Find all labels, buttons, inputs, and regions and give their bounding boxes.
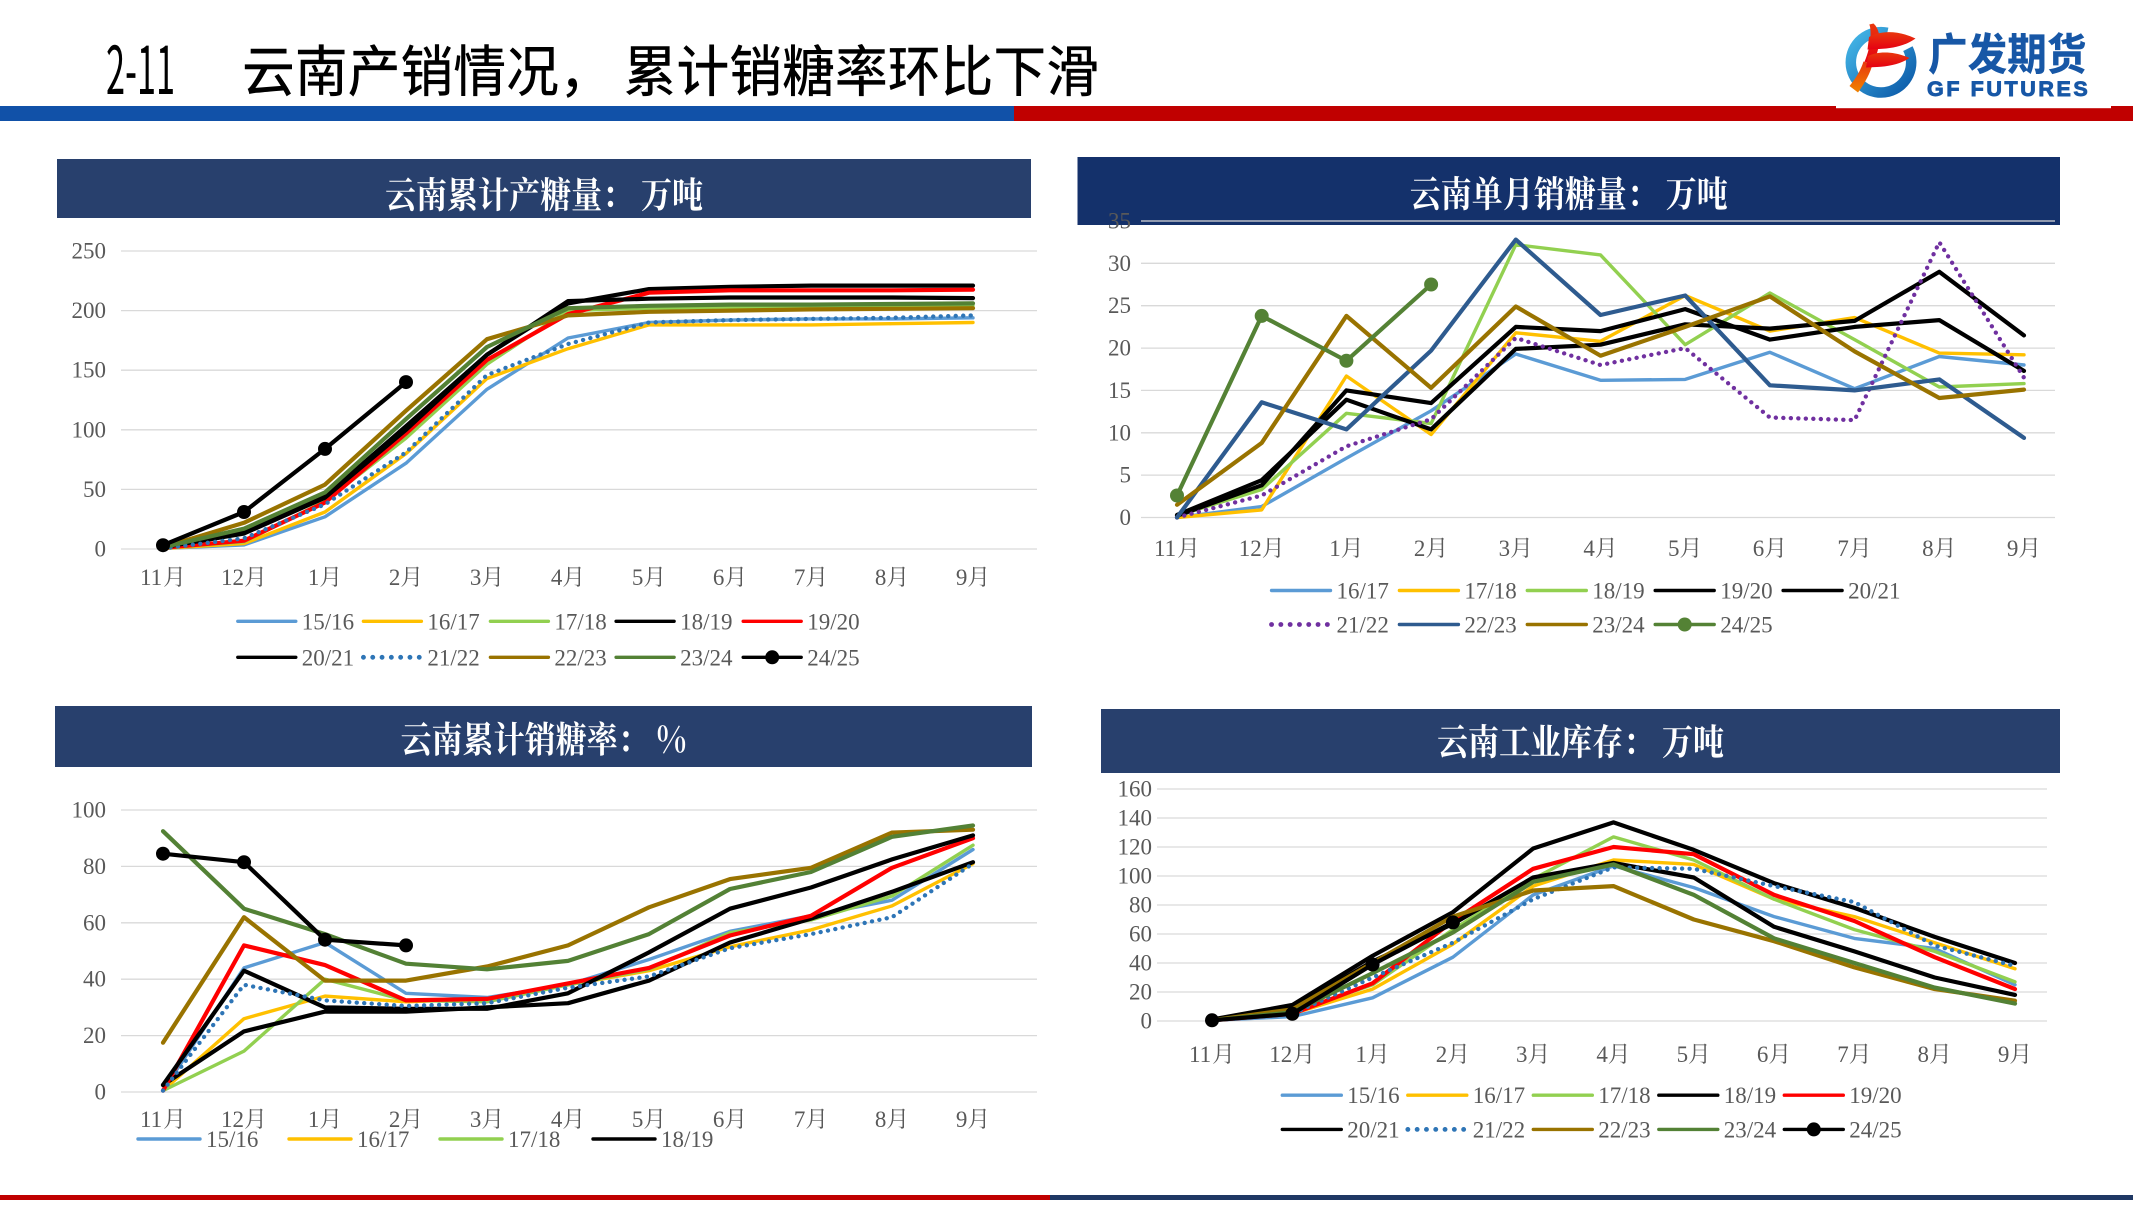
svg-text:24/25: 24/25 — [807, 645, 859, 670]
svg-text:35: 35 — [1108, 209, 1131, 234]
svg-text:16/17: 16/17 — [1473, 1083, 1525, 1108]
svg-text:15/16: 15/16 — [206, 1127, 258, 1152]
svg-text:15/16: 15/16 — [302, 609, 354, 634]
svg-text:40: 40 — [1129, 951, 1152, 976]
svg-text:16/17: 16/17 — [1337, 579, 1389, 604]
svg-text:25: 25 — [1108, 293, 1131, 318]
svg-text:100: 100 — [72, 417, 107, 442]
svg-text:30: 30 — [1108, 251, 1131, 276]
svg-text:21/22: 21/22 — [427, 645, 479, 670]
svg-text:100: 100 — [72, 798, 107, 823]
svg-text:60: 60 — [1129, 922, 1152, 947]
svg-text:100: 100 — [1118, 864, 1153, 889]
svg-text:120: 120 — [1118, 835, 1153, 860]
svg-text:20/21: 20/21 — [1347, 1117, 1399, 1142]
svg-text:50: 50 — [83, 477, 106, 502]
svg-text:18/19: 18/19 — [680, 609, 732, 634]
svg-text:18/19: 18/19 — [661, 1127, 713, 1152]
svg-text:21/22: 21/22 — [1337, 613, 1389, 638]
svg-text:17/18: 17/18 — [1464, 579, 1516, 604]
svg-text:GF FUTURES: GF FUTURES — [1927, 77, 2090, 101]
svg-text:20/21: 20/21 — [1848, 579, 1900, 604]
svg-text:0: 0 — [1141, 1009, 1153, 1034]
svg-text:17/18: 17/18 — [554, 609, 606, 634]
svg-text:20/21: 20/21 — [302, 645, 354, 670]
svg-text:15/16: 15/16 — [1347, 1083, 1399, 1108]
svg-text:19/20: 19/20 — [1720, 579, 1772, 604]
svg-text:19/20: 19/20 — [807, 609, 859, 634]
svg-text:22/23: 22/23 — [554, 645, 606, 670]
svg-text:22/23: 22/23 — [1598, 1117, 1650, 1142]
svg-text:0: 0 — [1120, 505, 1132, 530]
svg-text:80: 80 — [83, 854, 106, 879]
svg-text:250: 250 — [72, 239, 107, 264]
svg-text:22/23: 22/23 — [1464, 613, 1516, 638]
svg-text:20: 20 — [83, 1023, 106, 1048]
svg-text:20: 20 — [1129, 980, 1152, 1005]
svg-text:17/18: 17/18 — [508, 1127, 560, 1152]
svg-text:18/19: 18/19 — [1724, 1083, 1776, 1108]
svg-text:20: 20 — [1108, 336, 1131, 361]
svg-text:200: 200 — [72, 298, 107, 323]
svg-text:17/18: 17/18 — [1598, 1083, 1650, 1108]
svg-text:23/24: 23/24 — [680, 645, 733, 670]
svg-text:0: 0 — [95, 1080, 107, 1105]
svg-text:19/20: 19/20 — [1849, 1083, 1901, 1108]
svg-text:16/17: 16/17 — [357, 1127, 409, 1152]
svg-text:24/25: 24/25 — [1849, 1117, 1901, 1142]
svg-text:15: 15 — [1108, 378, 1131, 403]
svg-text:24/25: 24/25 — [1720, 613, 1772, 638]
svg-text:60: 60 — [83, 910, 106, 935]
svg-text:10: 10 — [1108, 420, 1131, 445]
svg-text:16/17: 16/17 — [427, 609, 479, 634]
svg-text:5: 5 — [1120, 463, 1132, 488]
svg-text:23/24: 23/24 — [1724, 1117, 1777, 1142]
svg-text:21/22: 21/22 — [1473, 1117, 1525, 1142]
svg-text:160: 160 — [1118, 777, 1153, 802]
svg-text:23/24: 23/24 — [1592, 613, 1645, 638]
svg-text:40: 40 — [83, 967, 106, 992]
svg-text:150: 150 — [72, 358, 107, 383]
svg-text:140: 140 — [1118, 806, 1153, 831]
svg-text:80: 80 — [1129, 893, 1152, 918]
svg-text:0: 0 — [95, 537, 107, 562]
svg-text:18/19: 18/19 — [1592, 579, 1644, 604]
